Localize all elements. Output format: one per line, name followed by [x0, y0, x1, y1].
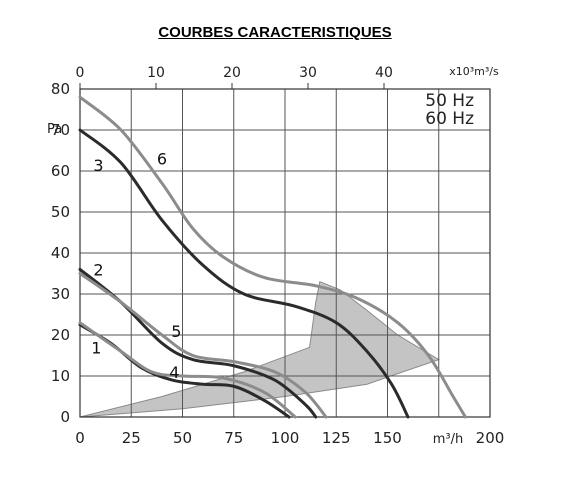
y-tick-label: 80 [51, 80, 70, 98]
series-line-3 [78, 128, 410, 419]
y-tick-label: 40 [51, 244, 70, 262]
series-line-4 [78, 321, 297, 419]
curve-label-6: 6 [157, 150, 167, 169]
x2-tick-label: 40 [375, 65, 393, 81]
legend-entry-50hz: 50 Hz [425, 91, 474, 111]
x-tick-label: 150 [373, 429, 402, 447]
x-axis-label: m³/h [433, 432, 464, 447]
x-tick-label: 200 [476, 429, 505, 447]
x2-tick-label: 30 [299, 65, 317, 81]
series-line-6 [78, 95, 467, 419]
y-tick-label: 50 [51, 203, 70, 221]
operating-zone [79, 281, 440, 418]
x2-tick-label: 20 [223, 65, 241, 81]
plot-frame [79, 88, 491, 418]
x-tick-label: 125 [322, 429, 351, 447]
y-axis-label: Pa [47, 122, 62, 137]
curve-label-2: 2 [93, 260, 103, 279]
x-tick-label: 50 [173, 429, 192, 447]
legend-entry-60hz: 60 Hz [425, 109, 474, 129]
x-tick-label: 25 [122, 429, 141, 447]
y-tick-label: 20 [51, 326, 70, 344]
x-tick-label: 75 [224, 429, 243, 447]
x2-tick-label: 0 [76, 65, 85, 81]
curve-label-4: 4 [169, 363, 179, 382]
y-tick-label: 0 [60, 408, 70, 426]
y-tick-label: 60 [51, 162, 70, 180]
y-tick-label: 30 [51, 285, 70, 303]
y-tick-label: 70 [51, 121, 70, 139]
x2-axis-label: x10³m³/s [449, 65, 499, 78]
x-tick-label: 100 [271, 429, 300, 447]
curve-label-1: 1 [91, 338, 101, 357]
y-tick-label: 10 [51, 367, 70, 385]
series-line-5 [78, 272, 328, 419]
x2-tick-label: 10 [147, 65, 165, 81]
x-tick-label: 0 [75, 429, 85, 447]
chart-title: COURBES CARACTERISTIQUES [158, 24, 392, 41]
curve-label-5: 5 [171, 322, 181, 341]
curve-label-3: 3 [93, 156, 103, 175]
